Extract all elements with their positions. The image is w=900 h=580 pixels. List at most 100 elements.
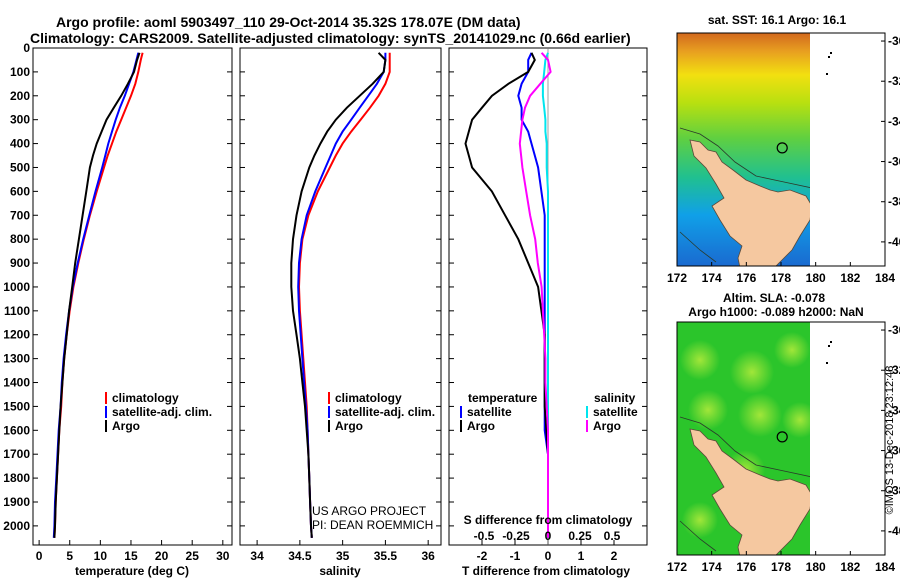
shelf-contour xyxy=(679,127,810,263)
temperature-legend: climatology satellite-adj. clim. Argo xyxy=(105,391,212,433)
depth-tick-label: 1000 xyxy=(3,280,30,294)
header-line2: Climatology: CARS2009. Satellite-adjuste… xyxy=(30,30,631,46)
depth-tick-label: 900 xyxy=(10,256,30,270)
x-tick-label: 35.5 xyxy=(374,549,398,563)
salinity-axis-ticks: 34 34.5 35 35.5 36 xyxy=(240,47,441,563)
header-line1: Argo profile: aoml 5903497_110 29-Oct-20… xyxy=(56,14,521,30)
depth-tick-label: 800 xyxy=(10,232,30,246)
map-x-tick-label: 178 xyxy=(771,560,791,574)
sst-map-title: sat. SST: 16.1 Argo: 16.1 xyxy=(708,13,847,27)
map-y-tick-label: -30 xyxy=(888,323,900,337)
x-tick-label: 34.5 xyxy=(288,549,312,563)
map-x-tick-label: 176 xyxy=(736,271,756,285)
temperature-plot-frame xyxy=(32,47,233,546)
legend-label-climatology: climatology xyxy=(112,391,179,405)
project-credit-line1: US ARGO PROJECT xyxy=(312,504,427,518)
x-tick-label: -1 xyxy=(510,549,521,563)
depth-tick-label: 1300 xyxy=(3,352,30,366)
x-tick-label: 15 xyxy=(124,549,138,563)
legend-label-argo: Argo xyxy=(112,419,140,433)
series-line xyxy=(53,52,141,538)
sla-map-ticks: 172 174 176 178 180 182 184 -30 -32 -34 -36 -38 -40 xyxy=(667,323,900,574)
x-tick-label: 0 xyxy=(36,549,43,563)
map-x-tick-label: 172 xyxy=(667,271,687,285)
depth-tick-label: 1900 xyxy=(3,495,30,509)
depth-tick-label: 100 xyxy=(10,65,30,79)
depth-tick-label: 1700 xyxy=(3,447,30,461)
x-tick-label: 1 xyxy=(578,549,585,563)
legend-title-salinity: salinity xyxy=(594,391,636,405)
depth-tick-label: 600 xyxy=(10,184,30,198)
difference-axis-ticks: -2 -1 0 1 2 xyxy=(449,47,647,563)
x-tick-label: 10 xyxy=(94,549,108,563)
map-x-tick-label: 182 xyxy=(840,271,860,285)
map-y-tick-label: -36 xyxy=(888,444,900,458)
map-x-tick-label: 184 xyxy=(875,271,895,285)
depth-tick-label: 1400 xyxy=(3,376,30,390)
series-line xyxy=(297,52,391,538)
series-line xyxy=(290,52,387,538)
x-tick-label: 5 xyxy=(66,549,73,563)
x-tick-label: 36 xyxy=(421,549,435,563)
legend-title-temperature: temperature xyxy=(468,391,538,405)
map-x-tick-label: 180 xyxy=(806,271,826,285)
depth-tick-label: 2000 xyxy=(3,519,30,533)
salinity-plot-frame xyxy=(239,47,442,546)
kermadec-islands xyxy=(826,52,832,75)
depth-tick-label: 700 xyxy=(10,208,30,222)
legend-label-temp-satellite: satellite xyxy=(467,405,512,419)
map-y-tick-label: -36 xyxy=(888,155,900,169)
temperature-axis-ticks: 0 5 10 15 20 25 30 xyxy=(33,47,232,563)
depth-tick-label: 1200 xyxy=(3,328,30,342)
salinity-series xyxy=(290,52,391,538)
depth-tick-label: 400 xyxy=(10,137,30,151)
legend-label-climatology: climatology xyxy=(335,391,402,405)
series-line xyxy=(297,52,387,538)
map-x-tick-label: 176 xyxy=(736,560,756,574)
series-line xyxy=(53,52,144,538)
sla-map-title2: Argo h1000: -0.089 h2000: NaN xyxy=(688,305,863,319)
map-y-tick-label: -40 xyxy=(888,524,900,538)
series-line xyxy=(518,52,552,538)
temperature-series xyxy=(52,52,144,538)
x-tick-label: 34 xyxy=(250,549,264,563)
map-y-tick-label: -40 xyxy=(888,235,900,249)
map-y-tick-label: -38 xyxy=(888,195,900,209)
imos-timestamp: ©IMOS 13-Dec-2018 23:12:48 xyxy=(884,366,896,515)
sst-map-panel: sat. SST: 16.1 Argo: 16.1 172 174 176 178 18… xyxy=(667,13,900,285)
project-credit-line2: PI: DEAN ROEMMICH xyxy=(312,518,433,532)
temperature-panel: 0100200300400500600700800900100011001200… xyxy=(3,41,233,578)
s-tick-label: 0.25 xyxy=(568,529,592,543)
temperature-xlabel: temperature (deg C) xyxy=(75,564,189,578)
map-y-tick-label: -32 xyxy=(888,363,900,377)
map-x-tick-label: 174 xyxy=(702,560,722,574)
s-tick-label: 0 xyxy=(545,529,552,543)
difference-xlabel: T difference from climatology xyxy=(462,564,630,578)
legend-label-satellite: satellite-adj. clim. xyxy=(335,405,435,419)
s-tick-label: -0.5 xyxy=(474,529,495,543)
sst-profile-marker xyxy=(776,142,788,154)
s-tick-label: -0.25 xyxy=(502,529,530,543)
series-line xyxy=(52,52,140,538)
salinity-legend: climatology satellite-adj. clim. Argo xyxy=(328,391,435,433)
map-y-tick-label: -34 xyxy=(888,403,900,417)
sla-profile-marker xyxy=(776,431,788,443)
legend-label-temp-argo: Argo xyxy=(467,419,495,433)
depth-tick-label: 1500 xyxy=(3,399,30,413)
x-tick-label: 2 xyxy=(611,549,618,563)
depth-tick-label: 1600 xyxy=(3,423,30,437)
depth-tick-label: 500 xyxy=(10,160,30,174)
difference-legend: temperature satellite Argo salinity sate… xyxy=(460,391,638,433)
map-x-tick-label: 174 xyxy=(702,271,722,285)
difference-series xyxy=(464,48,552,545)
depth-tick-label: 0 xyxy=(23,41,30,55)
legend-label-sal-argo: Argo xyxy=(593,419,621,433)
legend-label-argo: Argo xyxy=(335,419,363,433)
x-tick-label: 35 xyxy=(336,549,350,563)
x-tick-label: 30 xyxy=(216,549,230,563)
s-difference-ticks: -0.5 -0.25 0 0.25 0.5 xyxy=(474,529,621,543)
sla-map-title1: Altim. SLA: -0.078 xyxy=(723,291,825,305)
x-tick-label: 20 xyxy=(155,549,169,563)
salinity-xlabel: salinity xyxy=(319,564,361,578)
